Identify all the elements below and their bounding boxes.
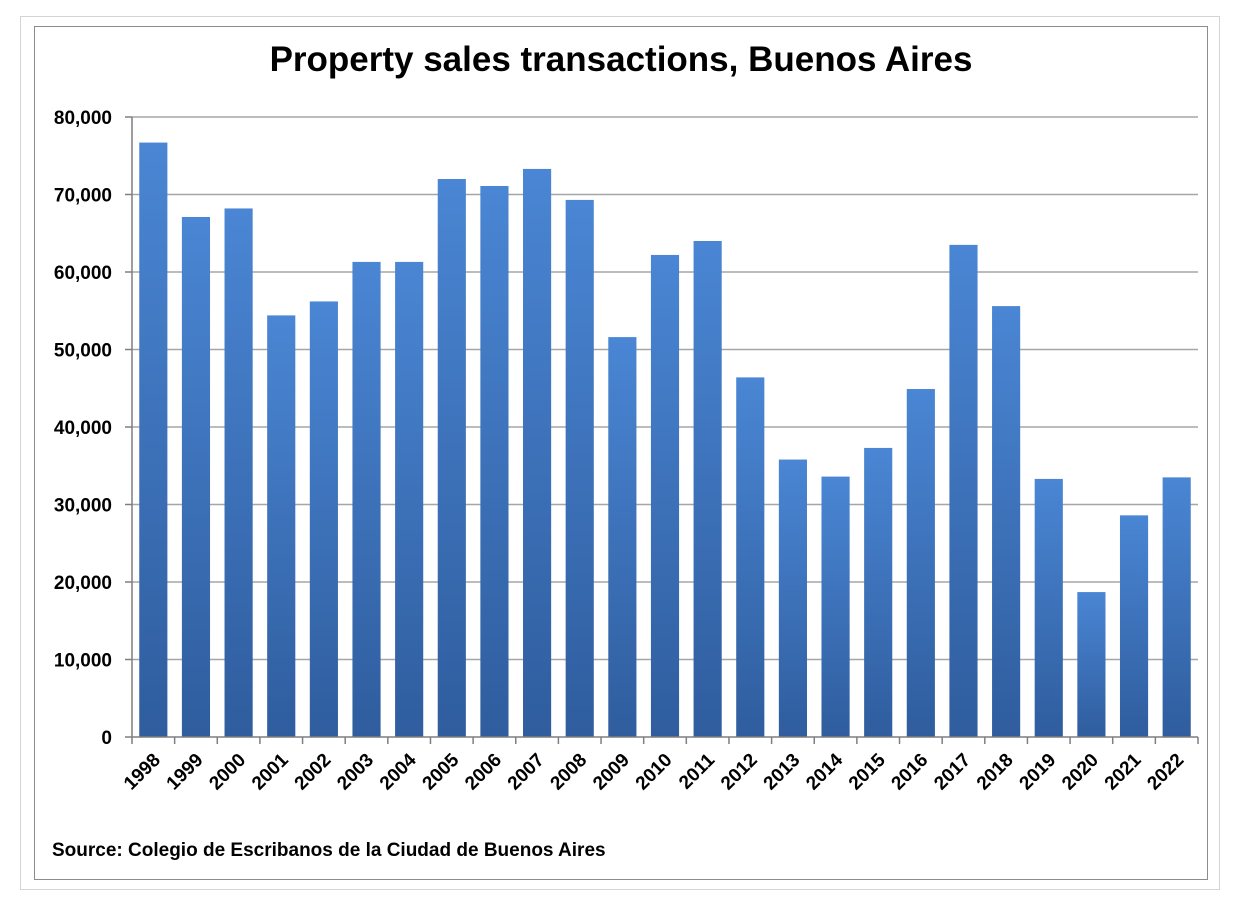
bar-2000 <box>224 208 253 737</box>
x-tick-label: 2002 <box>291 750 336 795</box>
x-tick-label: 1998 <box>120 750 165 795</box>
bars <box>139 142 1191 738</box>
x-tick-label: 2016 <box>888 750 933 795</box>
source-note: Source: Colegio de Escribanos de la Ciud… <box>52 840 606 861</box>
y-axis-ticks: 0 10,000 20,000 30,000 40,000 50,000 60,000 70,… <box>54 108 132 749</box>
bar-2019 <box>1034 478 1063 737</box>
y-tick-label: 50,000 <box>54 341 112 362</box>
bar-2020 <box>1077 592 1106 737</box>
chart-title: Property sales transactions, Buenos Aire… <box>269 40 973 79</box>
x-tick-label: 2000 <box>205 750 250 795</box>
bar-2021 <box>1119 515 1149 737</box>
bar-2001 <box>267 315 296 737</box>
bar-1999 <box>181 216 211 738</box>
bar-2018 <box>992 306 1021 737</box>
bar-2016 <box>906 389 935 737</box>
x-tick-label: 2021 <box>1101 749 1146 794</box>
x-tick-label: 2013 <box>760 750 805 795</box>
x-tick-label: 2011 <box>675 749 719 793</box>
x-tick-label: 2015 <box>845 749 890 794</box>
x-tick-label: 2019 <box>1016 750 1061 795</box>
y-tick-label: 0 <box>101 728 112 749</box>
y-tick-label: 80,000 <box>54 108 112 129</box>
x-tick-label: 2007 <box>504 750 549 795</box>
bar-2017 <box>949 244 978 737</box>
y-tick-label: 70,000 <box>54 186 112 207</box>
x-tick-label: 2009 <box>589 750 634 795</box>
bar-2004 <box>395 261 424 737</box>
x-tick-label: 2006 <box>461 750 506 795</box>
bar-2012 <box>736 377 765 737</box>
x-axis-ticks: 1998199920002001200220032004200520062007… <box>120 737 1199 795</box>
bar-2015 <box>864 447 893 737</box>
bar-2008 <box>565 199 594 738</box>
bar-2007 <box>523 168 552 738</box>
x-tick-label: 2017 <box>930 750 975 795</box>
bar-2011 <box>693 241 722 737</box>
x-tick-label: 2020 <box>1058 750 1103 795</box>
bar-1998 <box>139 142 168 737</box>
bar-2013 <box>778 459 807 737</box>
outer-frame <box>20 16 1220 890</box>
bar-2005 <box>437 179 466 737</box>
bar-2006 <box>480 185 509 738</box>
bar-2002 <box>309 301 338 737</box>
y-tick-label: 40,000 <box>54 418 112 439</box>
y-tick-label: 10,000 <box>54 651 112 672</box>
x-tick-label: 2005 <box>419 749 464 794</box>
x-tick-label: 2010 <box>632 750 677 795</box>
x-tick-label: 2001 <box>248 749 293 794</box>
bar-2014 <box>821 476 850 737</box>
y-tick-label: 30,000 <box>54 496 112 517</box>
bar-2003 <box>352 261 381 737</box>
x-tick-label: 2012 <box>717 750 762 795</box>
x-tick-label: 1999 <box>163 750 208 795</box>
bar-2010 <box>650 254 680 737</box>
bar-2009 <box>608 337 637 737</box>
y-tick-label: 20,000 <box>54 573 112 594</box>
x-tick-label: 2004 <box>376 749 421 794</box>
bar-2022 <box>1162 477 1191 737</box>
x-tick-label: 2014 <box>802 749 847 794</box>
y-tick-label: 60,000 <box>54 263 112 284</box>
x-tick-label: 2022 <box>1143 750 1188 795</box>
x-tick-label: 2008 <box>547 750 592 795</box>
x-tick-label: 2003 <box>333 750 378 795</box>
x-tick-label: 2018 <box>973 750 1018 795</box>
